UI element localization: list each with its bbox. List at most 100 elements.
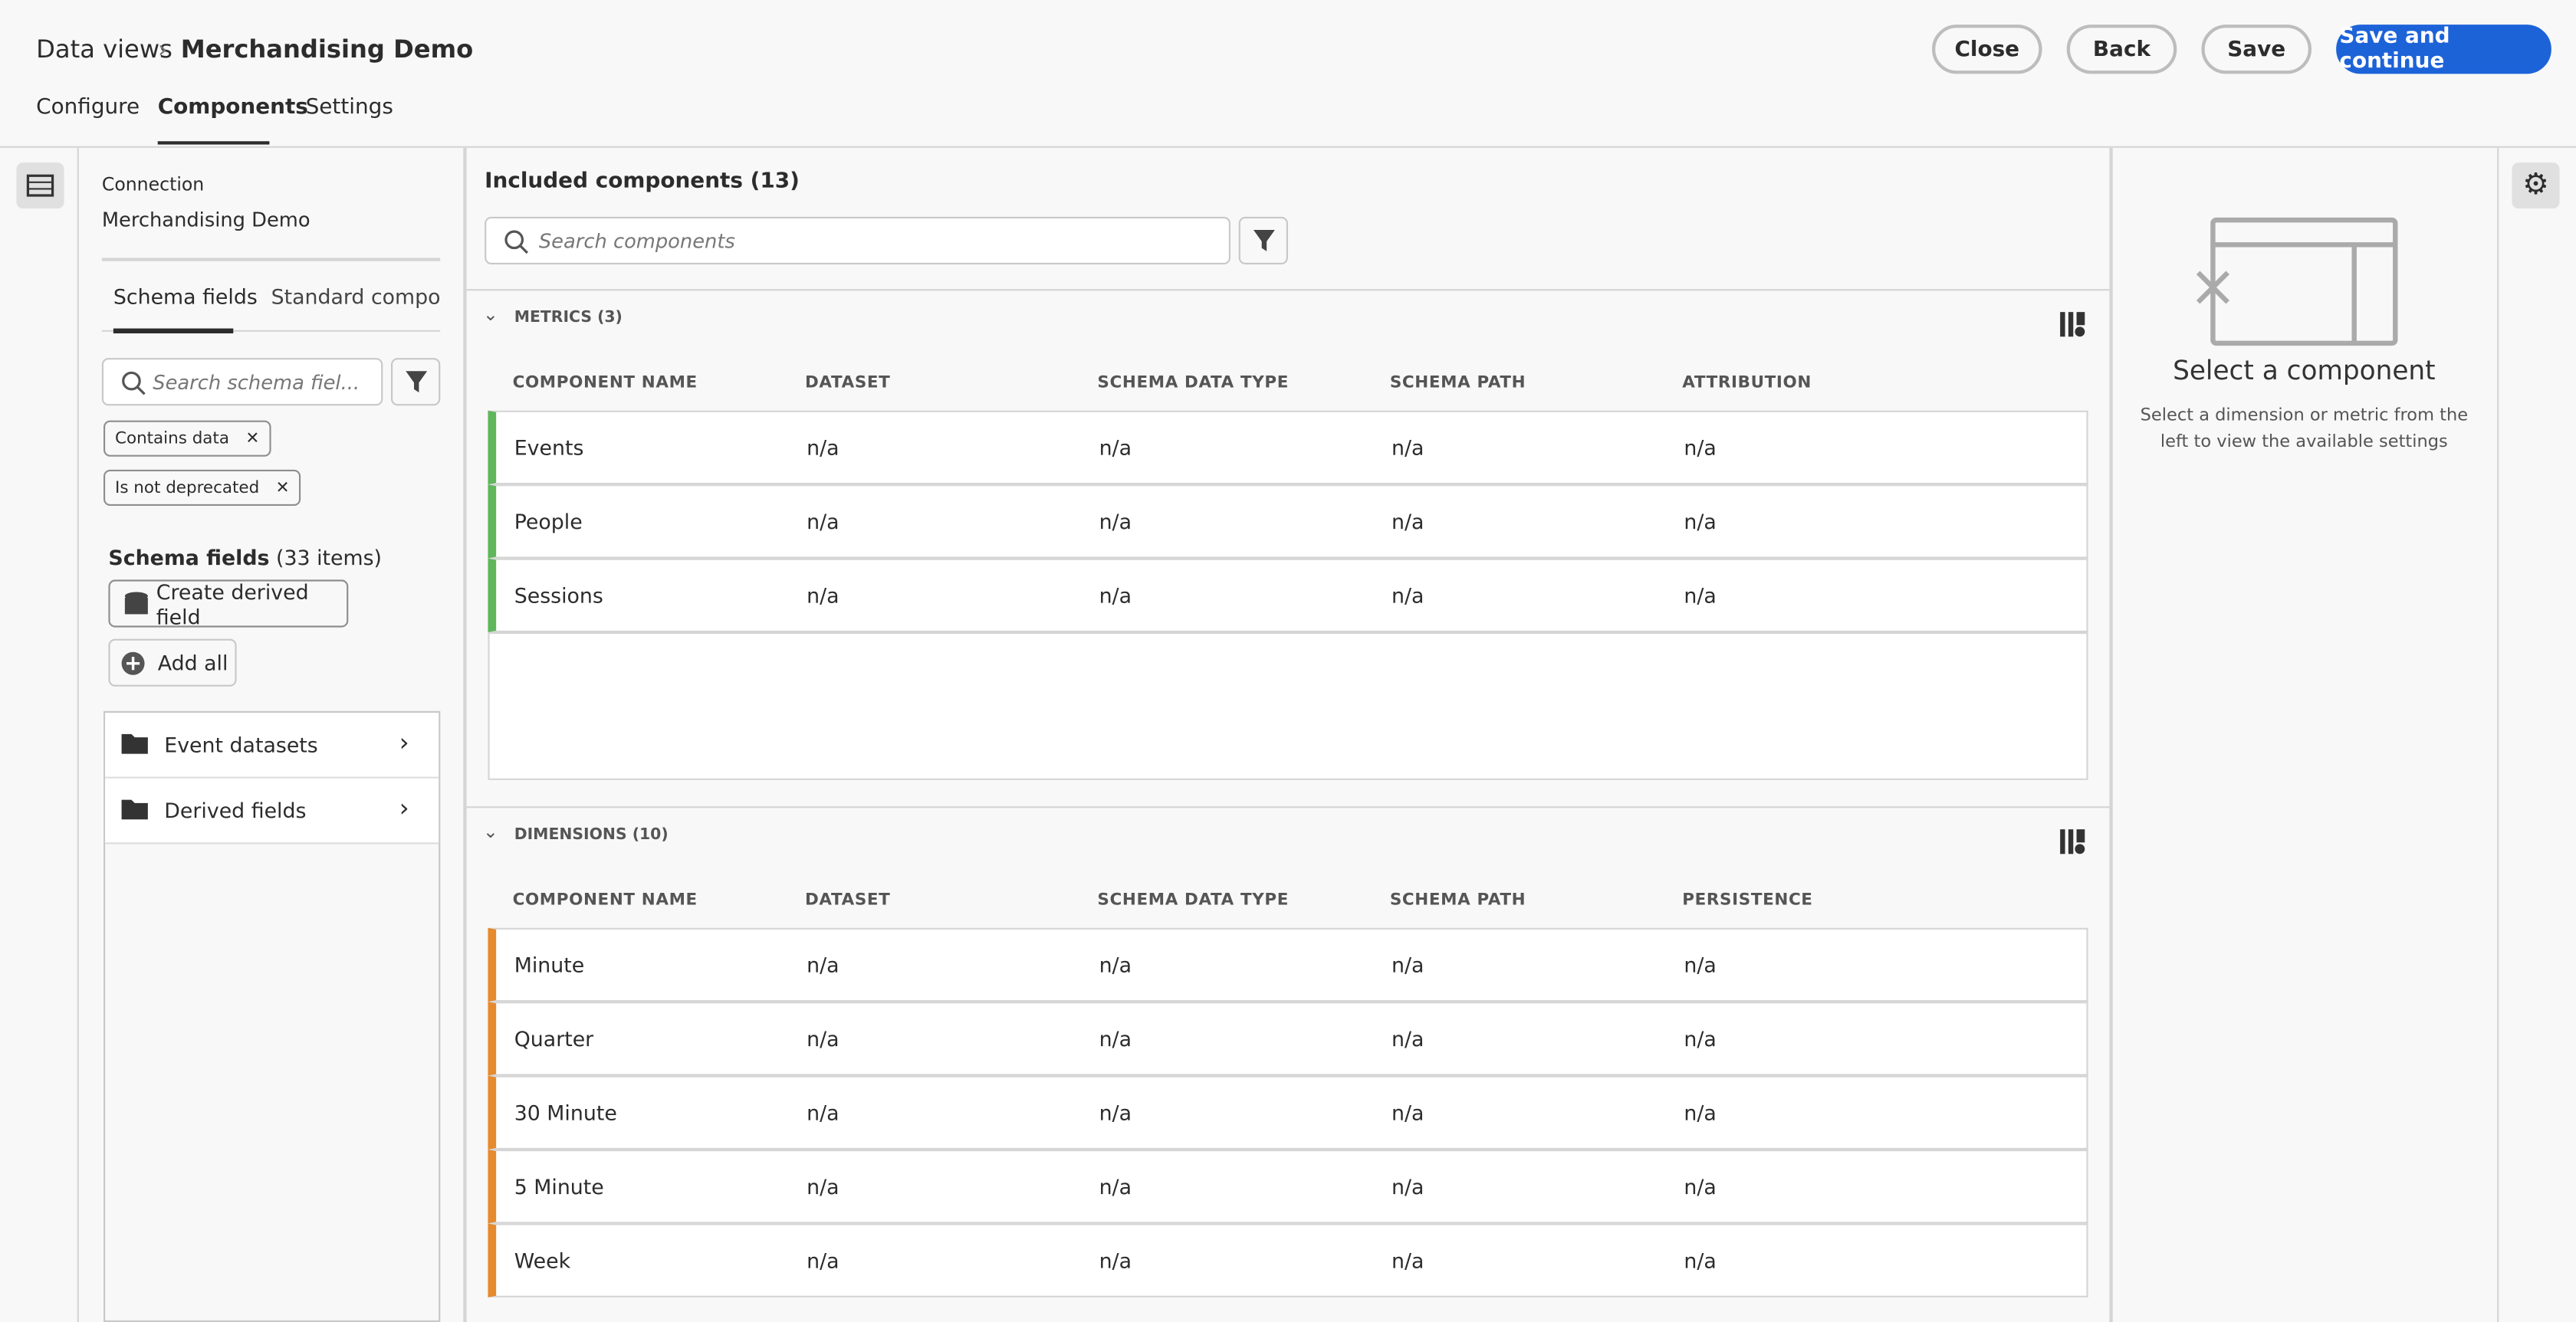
- cell: n/a: [1099, 582, 1132, 608]
- column-header: DATASET: [805, 374, 891, 393]
- cell: n/a: [1099, 952, 1132, 977]
- search-icon: [504, 229, 528, 254]
- collapse-icon[interactable]: ⌄: [483, 303, 498, 326]
- cell: n/a: [1392, 509, 1424, 534]
- save-button[interactable]: Save: [2201, 25, 2312, 74]
- chip-remove[interactable]: ✕: [245, 429, 260, 448]
- cell: Week: [514, 1248, 571, 1273]
- section-label: METRICS (3): [514, 308, 623, 327]
- schema-search[interactable]: Search schema fiel...: [101, 358, 383, 406]
- cell: n/a: [1684, 509, 1717, 534]
- icon: [2060, 829, 2085, 855]
- settings-icon[interactable]: ⚙: [2512, 162, 2560, 209]
- connection-name: Merchandising Demo: [101, 208, 310, 232]
- save-continue-button[interactable]: Save and continue: [2336, 25, 2551, 74]
- cell: n/a: [1684, 1174, 1717, 1199]
- collapse-icon[interactable]: ⌄: [483, 821, 498, 843]
- table-row[interactable]: Sessions n/a n/a n/a n/a: [488, 558, 2088, 632]
- filter-icon: [406, 371, 428, 393]
- tab[interactable]: Configure: [36, 95, 140, 120]
- chevron: ›: [399, 793, 409, 823]
- tab-underline: [157, 141, 270, 145]
- right-description: Select a dimension or metric from the le…: [2140, 405, 2469, 452]
- list-count: (33 items): [276, 545, 383, 570]
- chip-remove[interactable]: ✕: [275, 478, 290, 497]
- cell: n/a: [1392, 1100, 1424, 1125]
- filter-chip[interactable]: Is not deprecated ✕: [104, 469, 301, 506]
- icon: [26, 174, 54, 197]
- table-row[interactable]: Quarter n/a n/a n/a n/a: [488, 1002, 2088, 1076]
- divider: [77, 147, 79, 1322]
- right-title: Select a component: [2173, 354, 2436, 386]
- separator: ›: [157, 34, 168, 64]
- tab-active[interactable]: Components: [157, 95, 308, 120]
- rail-icon[interactable]: [16, 162, 64, 209]
- cell: 5 Minute: [514, 1174, 604, 1199]
- column-settings[interactable]: [2058, 828, 2088, 864]
- icon: [2060, 312, 2085, 337]
- back-button[interactable]: Back: [2066, 25, 2177, 74]
- tab-underline: [113, 328, 234, 333]
- tab[interactable]: Settings: [305, 95, 393, 120]
- chevron: ›: [399, 727, 409, 757]
- cell: n/a: [1684, 1100, 1717, 1125]
- cell: n/a: [1392, 582, 1424, 608]
- placeholder: Search schema fiel...: [153, 370, 360, 394]
- cell: n/a: [807, 1248, 840, 1273]
- button-label: Create derived field: [156, 579, 309, 628]
- table-row[interactable]: People n/a n/a n/a n/a: [488, 484, 2088, 559]
- cell: n/a: [1392, 952, 1424, 977]
- divider: [2497, 147, 2499, 1322]
- section-divider: [466, 806, 2110, 809]
- close-button[interactable]: Close: [1932, 25, 2042, 74]
- left-tab-active[interactable]: Schema fields: [113, 284, 258, 309]
- create-derived-button[interactable]: Create derived field: [108, 579, 349, 628]
- cell: 30 Minute: [514, 1100, 617, 1125]
- column-header: COMPONENT NAME: [512, 374, 698, 393]
- db-icon: [124, 591, 148, 614]
- add-all-button[interactable]: Add all: [108, 638, 237, 687]
- cell: n/a: [807, 435, 840, 460]
- column-header: SCHEMA DATA TYPE: [1097, 891, 1290, 910]
- cell: n/a: [1099, 509, 1132, 534]
- search-icon: [122, 370, 146, 395]
- section-divider: [466, 289, 2110, 291]
- table-row[interactable]: 5 Minute n/a n/a n/a n/a: [488, 1150, 2088, 1224]
- column-header: PERSISTENCE: [1682, 891, 1813, 910]
- placeholder: Search components: [538, 228, 735, 252]
- page-title: Merchandising Demo: [180, 34, 474, 64]
- breadcrumb[interactable]: Data views: [36, 34, 172, 64]
- cell: People: [514, 509, 583, 534]
- button-label: Add all: [157, 650, 228, 675]
- filter-button[interactable]: [1238, 216, 1288, 264]
- cell: n/a: [807, 509, 840, 534]
- table-row[interactable]: 30 Minute n/a n/a n/a n/a: [488, 1075, 2088, 1150]
- filter-button[interactable]: [390, 358, 441, 406]
- filter-chip[interactable]: Contains data ✕: [104, 420, 271, 457]
- table-row[interactable]: Minute n/a n/a n/a n/a: [488, 927, 2088, 1002]
- cell: n/a: [1684, 582, 1717, 608]
- cell: n/a: [807, 582, 840, 608]
- divider: [463, 147, 467, 1322]
- column-header: SCHEMA DATA TYPE: [1097, 374, 1290, 393]
- cell: n/a: [1684, 435, 1717, 460]
- table-row[interactable]: Week n/a n/a n/a n/a: [488, 1223, 2088, 1297]
- folder-icon: [121, 733, 148, 754]
- table-row[interactable]: Events n/a n/a n/a n/a: [488, 410, 2088, 485]
- cell: n/a: [1392, 1174, 1424, 1199]
- cell: n/a: [807, 952, 840, 977]
- left-tab[interactable]: Standard components: [271, 284, 441, 309]
- folder-label: Event datasets: [164, 732, 318, 757]
- folder-icon: [121, 799, 148, 820]
- section-label: DIMENSIONS (10): [514, 825, 669, 845]
- folder-row[interactable]: [105, 713, 439, 779]
- cell: n/a: [1684, 1248, 1717, 1273]
- empty-illustration: [2196, 217, 2398, 346]
- component-search[interactable]: Search components: [485, 216, 1230, 264]
- table-empty: [488, 632, 2088, 780]
- divider: [101, 258, 441, 261]
- column-settings[interactable]: [2058, 310, 2088, 346]
- column-header: SCHEMA PATH: [1389, 374, 1526, 393]
- folder-row[interactable]: [105, 778, 439, 845]
